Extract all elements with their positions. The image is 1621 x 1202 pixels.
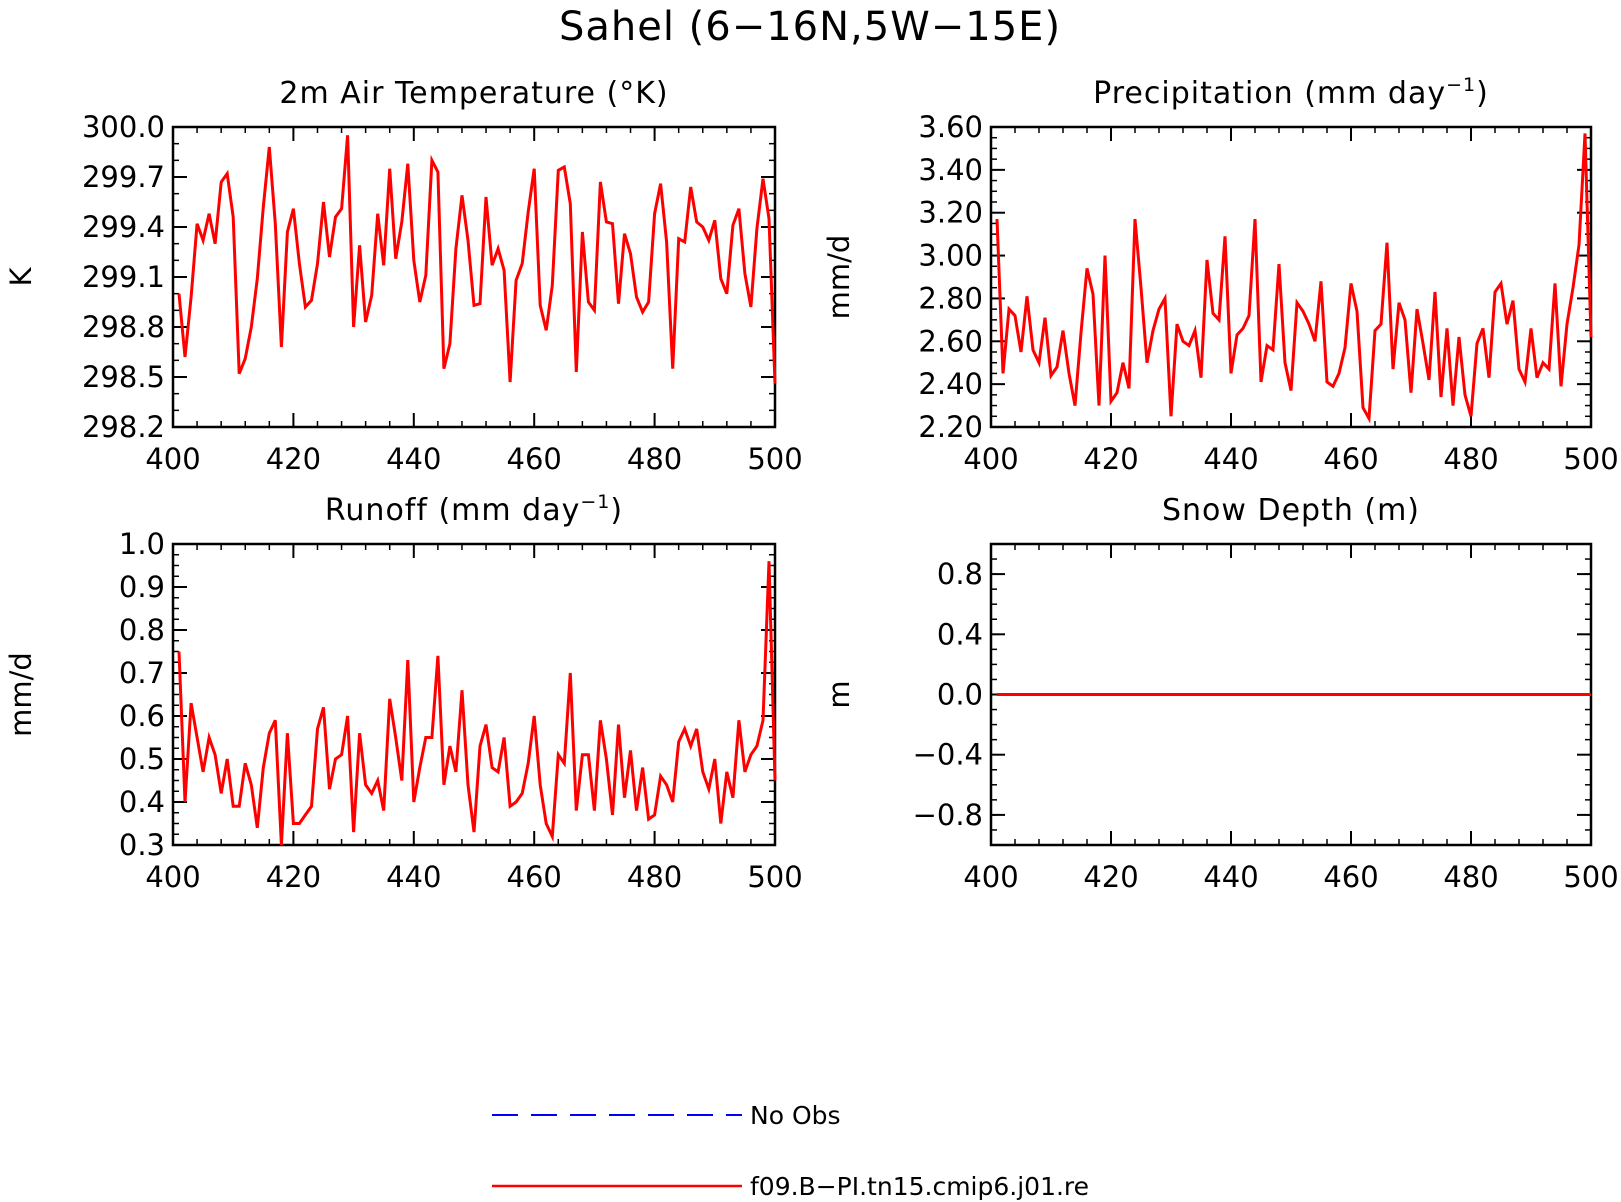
y-tick-label: 0.5 — [119, 742, 165, 776]
y-tick-label: 298.2 — [82, 410, 165, 444]
panel-title-suffix: ) — [610, 493, 623, 528]
y-tick-label: 0.6 — [119, 699, 165, 733]
y-tick-label: −0.4 — [913, 738, 983, 772]
y-tick-label: 0.7 — [119, 656, 165, 690]
panel-precipitation: 400 420 440 460 480 500 2.20 2.40 2.60 2.80 3.00 3.… — [822, 74, 1619, 476]
y-tick-label: 0.8 — [119, 613, 165, 647]
y-tick-label: 3.00 — [918, 239, 983, 273]
y-tick-label: 3.40 — [918, 153, 983, 187]
y-tick-label: 1.0 — [119, 527, 165, 561]
x-tick-label: 460 — [507, 860, 562, 894]
y-tick-label: 2.80 — [918, 281, 983, 315]
y-tick-label: 3.60 — [918, 110, 983, 144]
x-tick-label: 480 — [1443, 442, 1498, 476]
y-tick-label: −0.8 — [913, 798, 983, 832]
panel-air-temperature: 400 420 440 460 480 500 298.2 298.5 298.8 299.1 29… — [4, 76, 803, 476]
x-tick-label: 460 — [1323, 442, 1378, 476]
y-tick-label: 0.4 — [937, 617, 983, 651]
x-tick-label: 460 — [507, 442, 562, 476]
x-tick-label: 460 — [1323, 860, 1378, 894]
series-line — [177, 135, 777, 384]
panel-snow-depth: 400 420 440 460 480 500 −0.8 −0.4 0.0 0.4 0.8 Snow … — [822, 493, 1619, 894]
legend-label-model-run: f09.B−PI.tn15.cmip6.j01.re — [750, 1172, 1089, 1201]
x-tick-label: 500 — [1563, 442, 1618, 476]
panel-title: Precipitation (mm day−1) — [1093, 74, 1489, 111]
x-tick-label: 440 — [386, 442, 441, 476]
panel-title-text: Snow Depth (m) — [1162, 493, 1420, 528]
legend: No Obs f09.B−PI.tn15.cmip6.j01.re — [492, 1101, 1089, 1201]
y-tick-label: 0.0 — [937, 678, 983, 712]
x-tick-label: 500 — [747, 860, 802, 894]
y-tick-label: 2.60 — [918, 324, 983, 358]
x-tick-label: 440 — [1203, 860, 1258, 894]
x-tick-label: 400 — [145, 442, 200, 476]
x-tick-label: 420 — [1083, 860, 1138, 894]
panel-title: 2m Air Temperature (°K) — [279, 76, 668, 111]
panel-title-superscript: −1 — [1446, 74, 1476, 96]
plot-frame — [171, 125, 777, 429]
x-tick-label: 440 — [386, 860, 441, 894]
x-tick-label: 480 — [627, 860, 682, 894]
x-tick-label: 420 — [266, 860, 321, 894]
plot-frame — [171, 542, 777, 847]
x-tick-label: 420 — [1083, 442, 1138, 476]
y-tick-label: 0.4 — [119, 785, 165, 819]
y-tick-label: 299.4 — [82, 210, 165, 244]
panel-runoff: 400 420 440 460 480 500 0.3 0.4 0.5 0.6 0.7 0.8 0.9 1… — [4, 491, 803, 894]
y-tick-label: 299.1 — [82, 260, 165, 294]
y-axis-label: mm/d — [822, 235, 856, 320]
y-axis-label: K — [4, 267, 38, 287]
y-tick-label: 0.9 — [119, 570, 165, 604]
y-tick-label: 299.7 — [82, 160, 165, 194]
x-tick-label: 420 — [266, 442, 321, 476]
series-line — [995, 133, 1593, 424]
y-tick-label: 0.8 — [937, 557, 983, 591]
legend-label-no-obs: No Obs — [750, 1101, 841, 1130]
y-tick-label: 0.3 — [119, 828, 165, 862]
x-tick-label: 400 — [963, 442, 1018, 476]
y-tick-label: 300.0 — [82, 110, 165, 144]
series-line — [177, 561, 777, 846]
figure-title: Sahel (6−16N,5W−15E) — [559, 4, 1061, 50]
x-tick-label: 400 — [963, 860, 1018, 894]
x-tick-label: 500 — [1563, 860, 1618, 894]
y-tick-label: 298.5 — [82, 360, 165, 394]
panel-title: Runoff (mm day−1) — [325, 491, 623, 528]
y-tick-label: 2.40 — [918, 367, 983, 401]
x-tick-label: 480 — [627, 442, 682, 476]
y-tick-label: 2.20 — [918, 410, 983, 444]
panel-title-suffix: ) — [1476, 76, 1489, 111]
panel-title-text: 2m Air Temperature (°K) — [279, 76, 668, 111]
y-tick-label: 298.8 — [82, 310, 165, 344]
y-axis-label: m — [822, 680, 856, 708]
x-tick-label: 400 — [145, 860, 200, 894]
x-tick-label: 440 — [1203, 442, 1258, 476]
y-tick-label: 3.20 — [918, 196, 983, 230]
x-tick-label: 480 — [1443, 860, 1498, 894]
x-tick-label: 500 — [747, 442, 802, 476]
panel-title: Snow Depth (m) — [1162, 493, 1420, 528]
panel-title-text: Precipitation (mm day — [1093, 76, 1446, 111]
panel-title-text: Runoff (mm day — [325, 493, 580, 528]
panel-title-superscript: −1 — [580, 491, 610, 513]
y-axis-label: mm/d — [4, 652, 38, 737]
